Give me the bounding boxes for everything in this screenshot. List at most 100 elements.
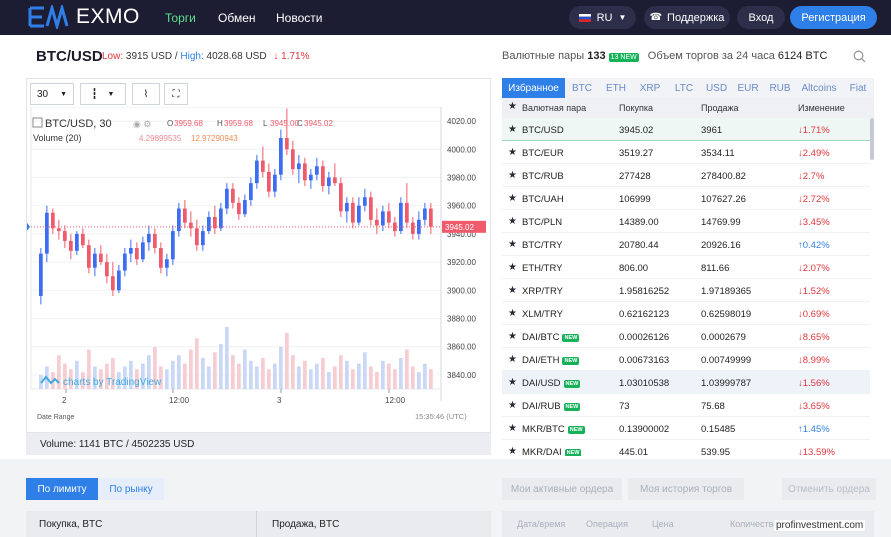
favorite-star-icon[interactable]: ★	[508, 262, 517, 273]
market-change: ↓1.52%	[798, 286, 830, 297]
candle-body	[117, 270, 121, 291]
market-pair: BTC/EUR	[522, 148, 564, 159]
market-buy: 14389.00	[619, 217, 659, 228]
support-button[interactable]: ☎ Поддержка	[644, 6, 730, 29]
cancel-orders-button[interactable]: Отменить ордера	[782, 478, 876, 500]
indicators-button[interactable]: ⌇	[132, 83, 160, 105]
market-row[interactable]: ★ BTC/PLN 14389.00 14769.99 ↓3.45%	[502, 210, 870, 233]
candle-body	[303, 163, 307, 181]
nav-news[interactable]: Новости	[276, 10, 323, 25]
market-buy: 3945.02	[619, 125, 654, 136]
market-row[interactable]: ★ BTC/USD 3945.02 3961 ↓1.71%	[502, 118, 870, 141]
volume-bar	[333, 366, 337, 389]
headset-icon: ☎	[649, 12, 663, 23]
market-row[interactable]: ★ DAI/USD NEW 1.03010538 1.03999787 ↓1.56%	[502, 371, 870, 394]
col-buy[interactable]: Покупка	[619, 103, 654, 113]
market-row[interactable]: ★ MKR/BTC NEW 0.13900002 0.15485 ↑1.45%	[502, 417, 870, 440]
col-sell[interactable]: Продажа	[701, 103, 739, 113]
y-tick-label: 3840.00	[447, 371, 476, 380]
tab-xrp[interactable]: XRP	[639, 82, 661, 94]
market-row[interactable]: ★ BTC/EUR 3519.27 3534.11 ↓2.49%	[502, 141, 870, 164]
favorite-star-icon[interactable]: ★	[508, 170, 517, 181]
market-sell: 14769.99	[701, 217, 741, 228]
tab-fiat[interactable]: Fiat	[849, 82, 867, 94]
chart-type-selector[interactable]: ┇ ▼	[80, 83, 126, 105]
tab-избранное[interactable]: Избранное	[502, 78, 565, 98]
market-row[interactable]: ★ DAI/RUB NEW 73 75.68 ↓3.65%	[502, 394, 870, 417]
tab-altcoins[interactable]: Altcoins	[801, 82, 837, 94]
favorite-star-icon[interactable]: ★	[508, 331, 517, 342]
volume-bar	[207, 366, 211, 389]
market-row[interactable]: ★ BTC/TRY 20780.44 20926.16 ↑0.42%	[502, 233, 870, 256]
candle-body	[369, 197, 373, 220]
col-change[interactable]: Изменение	[798, 103, 845, 113]
market-row[interactable]: ★ XRP/TRY 1.95816252 1.97189365 ↓1.52%	[502, 279, 870, 302]
favorite-star-icon[interactable]: ★	[508, 216, 517, 227]
watermark-text: profinvestment.com	[774, 520, 866, 531]
market-pair: BTC/RUB	[522, 171, 564, 182]
candle-body	[387, 211, 391, 223]
favorite-star-icon[interactable]: ★	[508, 239, 517, 250]
nav-exchange[interactable]: Обмен	[218, 10, 256, 25]
favorite-star-icon[interactable]: ★	[508, 193, 517, 204]
fullscreen-button[interactable]: ⛶	[164, 83, 188, 105]
interval-selector[interactable]: 30 ▼	[30, 83, 74, 105]
favorite-star-icon[interactable]: ★	[508, 124, 517, 135]
tab-eur[interactable]: EUR	[737, 82, 759, 94]
favorite-star-icon[interactable]: ★	[508, 285, 517, 296]
y-tick-label: 4000.00	[447, 145, 476, 154]
tab-my-active-orders[interactable]: Мои активные ордера	[502, 478, 622, 500]
search-icon[interactable]	[853, 50, 866, 63]
volume-bar	[303, 360, 307, 389]
candlestick-chart[interactable]: 4020.00 4000.00 3980.00 3960.00 3940.00 3920.…	[27, 107, 490, 435]
candle-body	[129, 248, 133, 254]
tab-rub[interactable]: RUB	[769, 82, 791, 94]
tab-limit-order[interactable]: По лимиту	[26, 478, 98, 500]
tab-my-trade-history[interactable]: Моя история торгов	[628, 478, 744, 500]
favorite-star-icon[interactable]: ★	[508, 446, 517, 457]
tab-eth[interactable]: ETH	[606, 82, 626, 94]
scroll-handle-icon[interactable]	[27, 222, 30, 231]
ohlc-value-h: 3959.68	[224, 119, 253, 128]
exmo-logo[interactable]: EXMO	[28, 5, 140, 29]
market-pair: DAI/BTC NEW	[522, 332, 580, 343]
market-row[interactable]: ★ ETH/TRY 806.00 811.66 ↓2.07%	[502, 256, 870, 279]
new-badge: NEW	[564, 449, 582, 457]
tab-btc[interactable]: BTC	[572, 82, 592, 94]
market-row[interactable]: ★ DAI/ETH NEW 0.00673163 0.00749999 ↓8.99%	[502, 348, 870, 371]
tab-usd[interactable]: USD	[705, 82, 728, 94]
market-row[interactable]: ★ BTC/RUB 277428 278400.82 ↓2.7%	[502, 164, 870, 187]
x-tick-label: 12:00	[169, 396, 190, 405]
tab-market-order[interactable]: По рынку	[98, 478, 164, 500]
login-button[interactable]: Вход	[737, 6, 785, 29]
candle-body	[159, 248, 163, 268]
market-row[interactable]: ★ MKR/DAI NEW 445.01 539.95 ↓13.59%	[502, 440, 870, 459]
y-tick-label: 3880.00	[447, 315, 476, 324]
favorite-star-icon[interactable]: ★	[508, 308, 517, 319]
markets-scrollbar[interactable]	[870, 118, 874, 160]
favorite-star-icon[interactable]: ★	[508, 147, 517, 158]
market-row[interactable]: ★ DAI/BTC NEW 0.00026126 0.0002679 ↓8.65%	[502, 325, 870, 348]
market-change: ↓3.65%	[798, 401, 830, 412]
market-row[interactable]: ★ XLM/TRY 0.62162123 0.62598019 ↓0.69%	[502, 302, 870, 325]
col-sell-btc: Продажа, BTC	[272, 519, 340, 530]
last-price-label: 3945.02	[445, 223, 474, 232]
tab-ltc[interactable]: LTC	[674, 82, 694, 94]
nav-trade[interactable]: Торги	[165, 10, 196, 25]
favorite-star-icon[interactable]: ★	[508, 400, 517, 411]
collapse-legend-icon[interactable]	[32, 117, 43, 128]
favorite-star-icon[interactable]: ★	[508, 423, 517, 434]
ohlc-value-c: 3945.02	[304, 119, 333, 128]
markets-tabs: Избранное BTC ETH XRP LTC USD EUR RUB Altcoins Fi…	[502, 78, 874, 98]
register-button[interactable]: Регистрация	[790, 6, 877, 29]
candle-body	[81, 233, 85, 246]
language-selector[interactable]: RU ▼	[569, 6, 636, 29]
favorite-star-icon[interactable]: ★	[508, 354, 517, 365]
market-change: ↑0.42%	[798, 240, 830, 251]
market-sell: 811.66	[701, 263, 730, 274]
market-row[interactable]: ★ BTC/UAH 106999 107627.26 ↓2.72%	[502, 187, 870, 210]
col-pair[interactable]: Валютная пара	[522, 103, 587, 113]
favorite-star-icon[interactable]: ★	[508, 377, 517, 388]
candle-body	[219, 208, 223, 229]
market-change: ↓2.7%	[798, 171, 825, 182]
